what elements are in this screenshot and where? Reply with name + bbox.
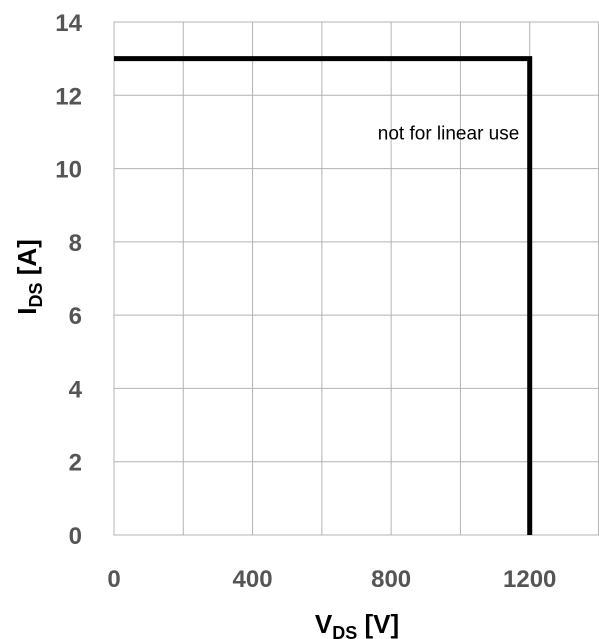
annotations: not for linear use	[378, 123, 520, 144]
x-axis-title-unit: [V]	[357, 609, 399, 639]
series-group	[114, 56, 533, 535]
annotation-label: not for linear use	[378, 123, 520, 144]
y-tick-labels: 0 2 4 6 8 10 12 14	[55, 10, 82, 550]
x-axis-title-main: V	[315, 609, 333, 639]
y-axis-title-unit: [A]	[12, 239, 42, 282]
x-axis-title: VDS [V]	[315, 609, 399, 639]
y-axis-title: IDS [A]	[12, 239, 46, 315]
y-tick-label: 4	[69, 376, 83, 403]
y-tick-label: 12	[55, 83, 82, 110]
y-axis-title-main: I	[12, 308, 42, 315]
x-tick-label: 0	[107, 566, 120, 593]
y-axis-title-subscript: DS	[26, 283, 46, 308]
soa-boundary-line	[114, 56, 533, 535]
y-tick-label: 8	[69, 230, 82, 257]
y-tick-label: 14	[55, 10, 82, 37]
x-tick-label: 800	[371, 566, 411, 593]
x-tick-labels: 0 400 800 1200	[107, 566, 556, 593]
y-tick-label: 0	[69, 523, 82, 550]
x-tick-label: 1200	[503, 566, 556, 593]
plot-area-border	[113, 21, 599, 536]
x-tick-label: 400	[233, 566, 273, 593]
y-tick-label: 10	[55, 157, 82, 184]
grid	[113, 21, 599, 536]
y-tick-label: 6	[69, 303, 82, 330]
y-tick-label: 2	[69, 450, 82, 477]
x-axis-title-subscript: DS	[332, 623, 357, 639]
